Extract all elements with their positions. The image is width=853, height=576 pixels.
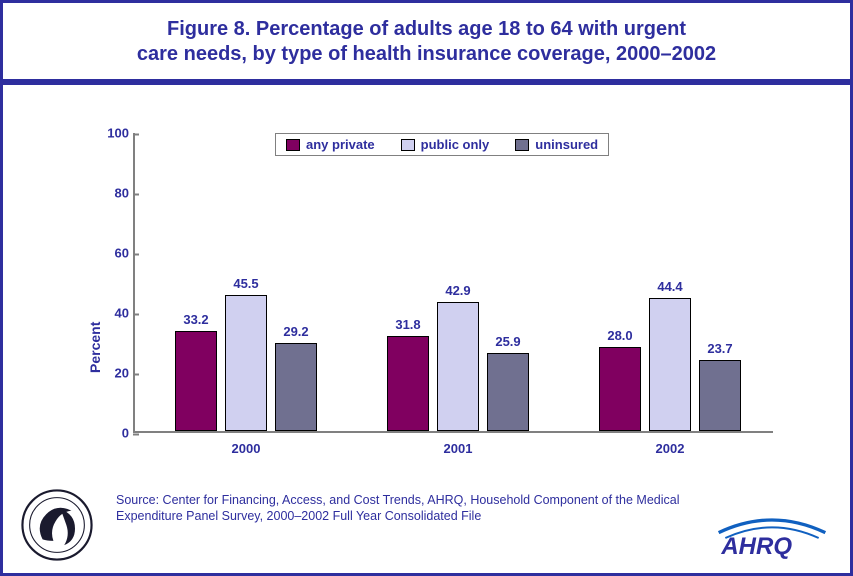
bar-value-label: 44.4	[640, 279, 700, 294]
bar	[437, 302, 479, 431]
bar-value-label: 31.8	[378, 317, 438, 332]
bar-value-label: 23.7	[690, 341, 750, 356]
bar	[225, 295, 267, 432]
y-tick-label: 60	[93, 246, 129, 261]
y-tick-label: 0	[93, 426, 129, 441]
bar-value-label: 25.9	[478, 334, 538, 349]
bar-group: 33.245.529.2	[175, 131, 317, 431]
legend: any private public only uninsured	[275, 133, 609, 156]
y-tick-label: 20	[93, 366, 129, 381]
bar	[599, 347, 641, 431]
bar-group: 31.842.925.9	[387, 131, 529, 431]
bar	[699, 360, 741, 431]
figure-title-line2: care needs, by type of health insurance …	[43, 42, 810, 67]
bar	[487, 353, 529, 431]
figure-title-line1: Figure 8. Percentage of adults age 18 to…	[43, 17, 810, 42]
title-divider	[3, 79, 850, 85]
bar-value-label: 42.9	[428, 283, 488, 298]
y-tick-label: 100	[93, 126, 129, 141]
plot-area: any private public only uninsured 020406…	[133, 133, 773, 433]
legend-swatch-icon	[515, 139, 529, 151]
hhs-seal-icon	[21, 489, 93, 561]
bar-value-label: 45.5	[216, 276, 276, 291]
figure-frame: Figure 8. Percentage of adults age 18 to…	[0, 0, 853, 576]
source-note: Source: Center for Financing, Access, an…	[116, 493, 706, 524]
legend-label: uninsured	[535, 137, 598, 152]
x-category-label: 2001	[378, 441, 538, 456]
source-line2: Expenditure Panel Survey, 2000–2002 Full…	[116, 509, 706, 525]
bar	[175, 331, 217, 431]
x-category-label: 2002	[590, 441, 750, 456]
legend-item-public-only: public only	[401, 137, 490, 152]
legend-swatch-icon	[401, 139, 415, 151]
legend-label: public only	[421, 137, 490, 152]
legend-swatch-icon	[286, 139, 300, 151]
bar-group: 28.044.423.7	[599, 131, 741, 431]
bar	[275, 343, 317, 431]
figure-title: Figure 8. Percentage of adults age 18 to…	[3, 3, 850, 79]
bar-value-label: 28.0	[590, 328, 650, 343]
x-category-label: 2000	[166, 441, 326, 456]
legend-item-any-private: any private	[286, 137, 375, 152]
legend-item-uninsured: uninsured	[515, 137, 598, 152]
legend-label: any private	[306, 137, 375, 152]
bar-value-label: 29.2	[266, 324, 326, 339]
bar	[649, 298, 691, 431]
y-tick-label: 40	[93, 306, 129, 321]
svg-text:AHRQ: AHRQ	[720, 533, 792, 560]
y-tick-label: 80	[93, 186, 129, 201]
chart-area: Percent any private public only uninsure…	[63, 113, 803, 473]
ahrq-logo-icon: AHRQ	[712, 511, 832, 561]
bar-value-label: 33.2	[166, 312, 226, 327]
bar	[387, 336, 429, 431]
source-line1: Source: Center for Financing, Access, an…	[116, 493, 706, 509]
